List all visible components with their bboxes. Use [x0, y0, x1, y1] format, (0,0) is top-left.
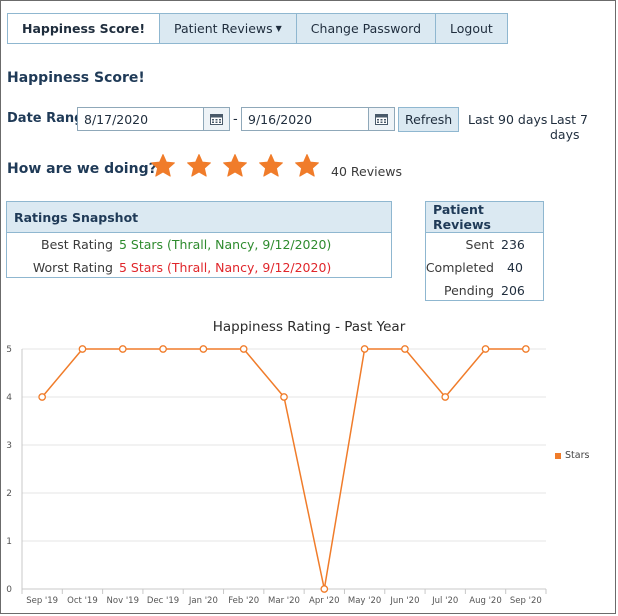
- star-icon: [259, 154, 283, 177]
- patient-reviews-title: Patient Reviews: [426, 202, 543, 233]
- x-tick-label: Dec '19: [147, 596, 179, 606]
- page-title: Happiness Score!: [7, 70, 145, 86]
- nav-logout-label: Logout: [450, 21, 493, 36]
- legend-label: Stars: [565, 450, 590, 461]
- star-icon: [295, 154, 319, 177]
- star-rating: [150, 153, 320, 179]
- data-point: [38, 393, 47, 401]
- x-tick-label: May '20: [348, 596, 381, 606]
- star-icon: [187, 154, 211, 177]
- patient-reviews-panel: Patient Reviews Sent 236 Completed 40 Pe…: [425, 201, 544, 301]
- x-tick-label: Mar '20: [268, 596, 300, 606]
- nav-happiness-score-label: Happiness Score!: [22, 21, 146, 36]
- start-date-input[interactable]: [78, 111, 204, 127]
- data-point: [360, 345, 369, 353]
- nav-happiness-score[interactable]: Happiness Score!: [8, 14, 161, 43]
- caret-down-icon: ▼: [275, 24, 282, 33]
- sent-label: Sent: [465, 237, 494, 252]
- chart-legend: Stars: [555, 450, 589, 461]
- best-rating-label: Best Rating: [41, 237, 113, 252]
- x-tick-label: Jun '20: [389, 596, 419, 606]
- ratings-snapshot-panel: Ratings Snapshot Best Rating 5 Stars (Th…: [6, 201, 392, 278]
- data-point: [159, 345, 167, 353]
- pending-value: 206: [501, 283, 525, 298]
- y-tick-label: 1: [6, 537, 12, 547]
- calendar-icon: [375, 114, 388, 125]
- happiness-rating-chart: 0 1 2 3 4 5 Sep '19 Oct '19 Nov '19 Dec '19 Jan '2…: [6, 345, 547, 606]
- date-separator: -: [233, 112, 238, 127]
- nav-patient-reviews-label: Patient Reviews: [174, 21, 273, 36]
- date-range-label: Date Range: [7, 111, 93, 126]
- star-icon: [223, 154, 247, 177]
- y-tick-label: 2: [6, 489, 12, 499]
- data-point: [441, 393, 450, 401]
- worst-rating-value: 5 Stars (Thrall, Nancy, 9/12/2020): [119, 260, 332, 275]
- data-point: [481, 345, 490, 353]
- start-calendar-button[interactable]: [203, 108, 229, 130]
- x-tick-label: Sep '19: [26, 596, 58, 606]
- data-point: [78, 345, 87, 353]
- nav-patient-reviews[interactable]: Patient Reviews ▼: [160, 14, 297, 43]
- data-point: [239, 345, 248, 353]
- end-date-input[interactable]: [242, 111, 368, 127]
- nav-change-password[interactable]: Change Password: [297, 14, 437, 43]
- last-7-days-link[interactable]: Last 7 days: [550, 112, 588, 142]
- x-tick-label: Sep '20: [510, 596, 542, 606]
- completed-value: 40: [507, 260, 523, 275]
- sent-value: 236: [501, 237, 525, 252]
- end-date-field[interactable]: [241, 107, 395, 131]
- legend-swatch: [555, 452, 561, 459]
- x-tick-label: Apr '20: [309, 596, 340, 606]
- end-calendar-button[interactable]: [368, 108, 394, 130]
- nav-change-password-label: Change Password: [310, 21, 422, 36]
- review-count: 40 Reviews: [331, 164, 402, 179]
- data-point: [199, 345, 208, 353]
- completed-label: Completed: [425, 260, 494, 275]
- y-tick-label: 4: [6, 393, 12, 403]
- star-icon: [151, 154, 175, 177]
- x-tick-label: Feb '20: [228, 596, 259, 606]
- pending-label: Pending: [444, 283, 494, 298]
- main-nav: Happiness Score! Patient Reviews ▼ Change…: [7, 13, 508, 44]
- worst-rating-label: Worst Rating: [32, 260, 113, 275]
- x-tick-label: Nov '19: [107, 596, 139, 606]
- x-tick-label: Aug '20: [469, 596, 501, 606]
- ratings-snapshot-title: Ratings Snapshot: [7, 202, 391, 233]
- best-rating-value: 5 Stars (Thrall, Nancy, 9/12/2020): [119, 237, 332, 252]
- series-line-stars: [41, 348, 526, 590]
- chart-title: Happiness Rating - Past Year: [212, 319, 406, 335]
- y-tick-label: 5: [6, 345, 12, 355]
- data-point: [320, 585, 329, 593]
- data-point: [521, 345, 530, 353]
- data-point: [280, 393, 288, 401]
- calendar-icon: [210, 114, 223, 125]
- x-tick-label: Oct '19: [67, 596, 98, 606]
- data-point: [118, 345, 127, 353]
- x-tick-label: Jan '20: [188, 596, 218, 606]
- refresh-button[interactable]: Refresh: [398, 107, 460, 132]
- last-90-days-link[interactable]: Last 90 days: [468, 112, 548, 127]
- how-are-we-doing-heading: How are we doing?: [7, 161, 157, 177]
- y-tick-label: 0: [6, 585, 12, 595]
- nav-logout[interactable]: Logout: [436, 14, 507, 43]
- x-tick-label: Jul '20: [431, 596, 458, 606]
- start-date-field[interactable]: [77, 107, 230, 131]
- y-tick-label: 3: [6, 441, 12, 451]
- data-point: [401, 345, 409, 353]
